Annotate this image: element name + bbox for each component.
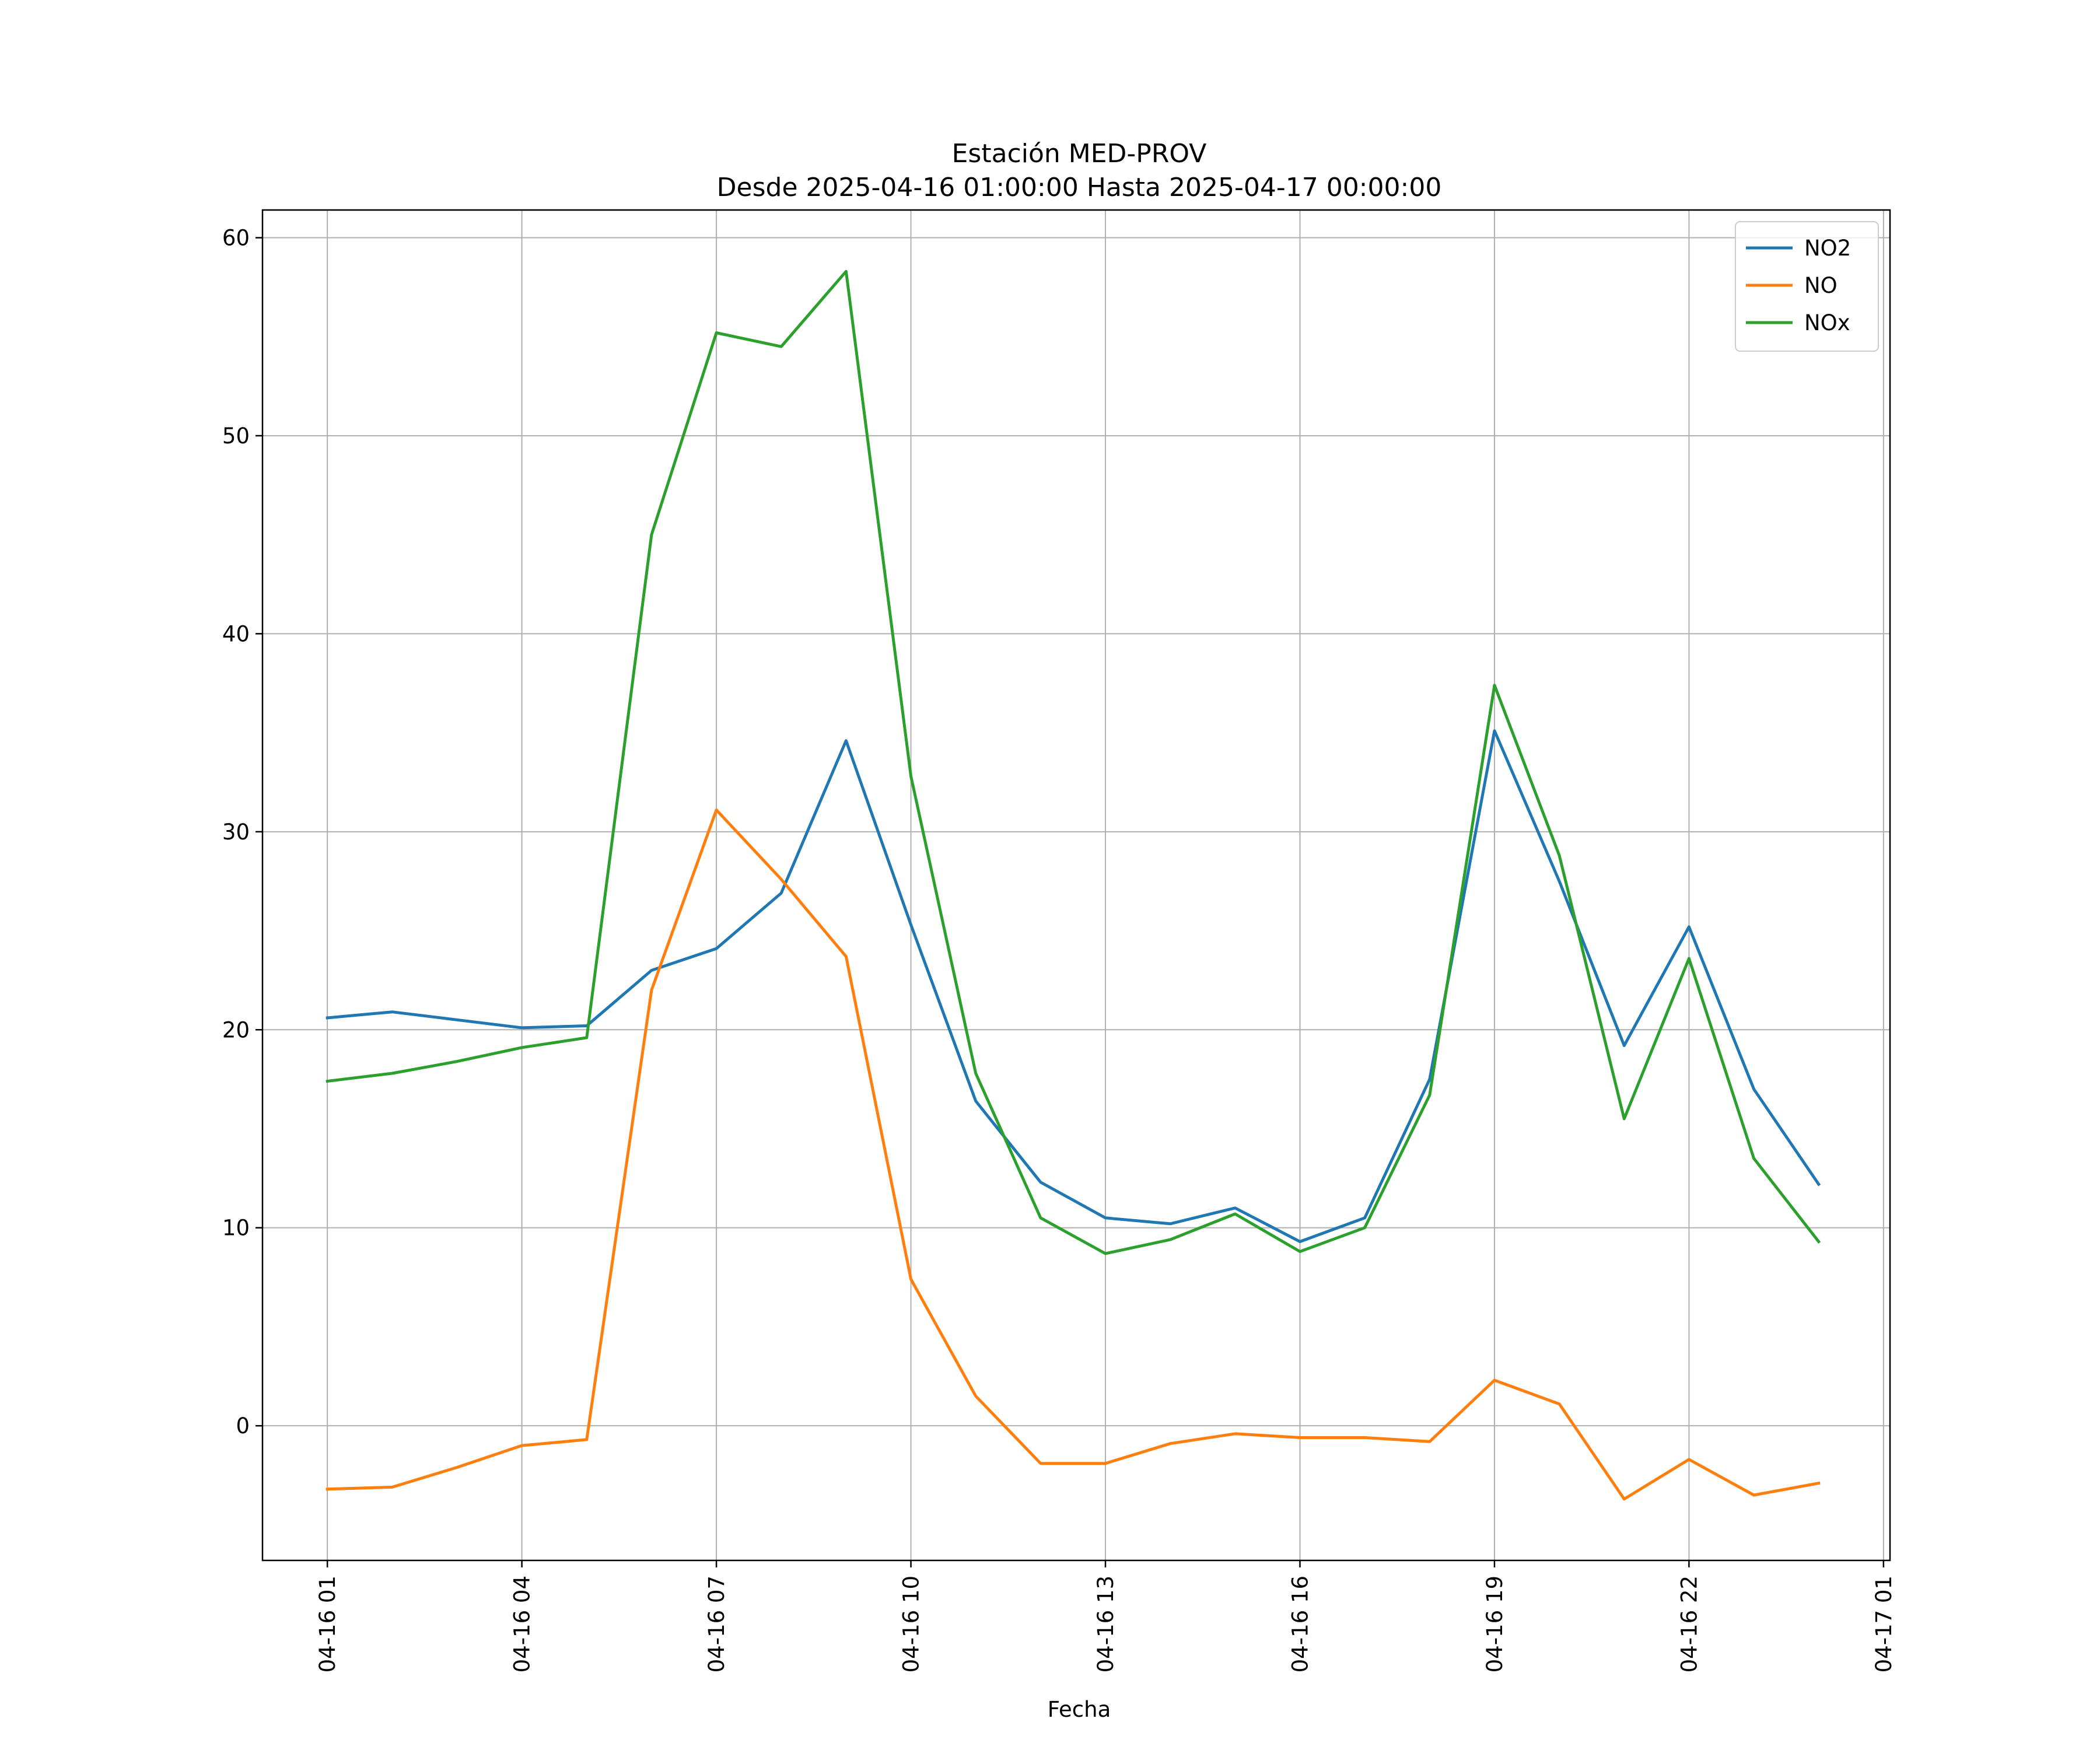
chart-title: Estación MED-PROV — [952, 139, 1207, 169]
y-tick-label: 10 — [222, 1216, 250, 1241]
series-line-nox — [326, 270, 1821, 1255]
legend-label-nox: NOx — [1804, 310, 1850, 335]
x-tick-label: 04-16 22 — [1676, 1576, 1702, 1672]
legend-label-no: NO — [1804, 273, 1838, 298]
legend-box — [1735, 221, 1879, 352]
plot-frame — [261, 209, 1891, 1562]
y-tick-label: 20 — [222, 1017, 250, 1042]
series-line-no — [326, 808, 1821, 1501]
legend-label-no2: NO2 — [1804, 236, 1851, 261]
y-tick-label: 60 — [222, 226, 250, 251]
x-tick-label: 04-16 16 — [1287, 1576, 1312, 1672]
grid — [262, 210, 1890, 1560]
series-lines — [326, 270, 1821, 1501]
x-tick-label: 04-16 10 — [899, 1576, 924, 1672]
series-line-no2 — [326, 729, 1821, 1243]
x-tick-label: 04-16 04 — [510, 1576, 535, 1672]
x-tick-label: 04-16 07 — [704, 1576, 729, 1672]
x-axis: 04-16 01 04-16 04 04-16 07 04-16 10 04-16 13… — [315, 1560, 1896, 1672]
x-axis-label: Fecha — [1048, 1697, 1111, 1722]
x-tick-label: 04-17 01 — [1871, 1576, 1896, 1672]
y-tick-label: 40 — [222, 621, 250, 646]
y-tick-label: 30 — [222, 820, 250, 845]
x-tick-label: 04-16 19 — [1482, 1576, 1507, 1672]
y-tick-label: 0 — [236, 1413, 250, 1438]
y-tick-label: 50 — [222, 424, 250, 449]
chart-subtitle: Desde 2025-04-16 01:00:00 Hasta 2025-04-… — [717, 173, 1442, 202]
y-axis: 0 10 20 30 40 50 60 — [222, 226, 262, 1438]
legend: NO2 NO NOx — [1735, 221, 1879, 352]
x-tick-label: 04-16 13 — [1093, 1576, 1118, 1672]
x-tick-label: 04-16 01 — [315, 1576, 340, 1672]
